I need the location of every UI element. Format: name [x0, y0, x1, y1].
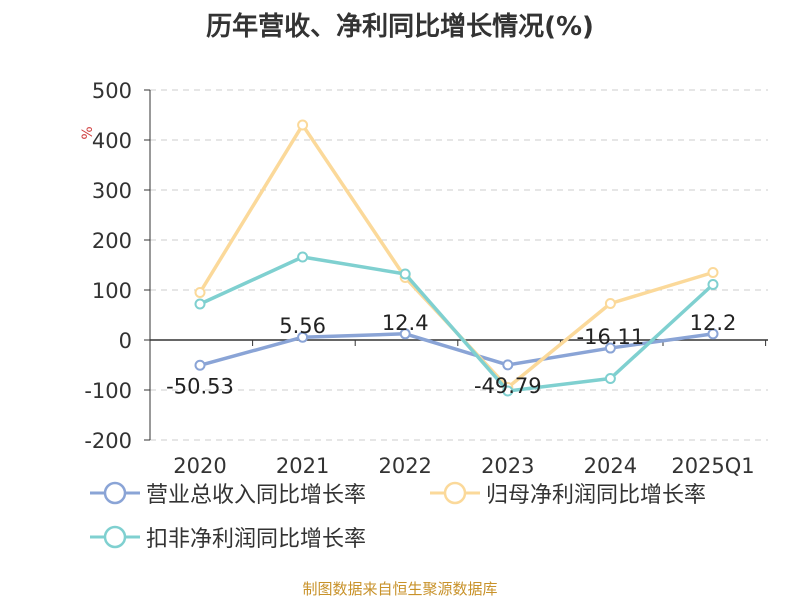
data-point: [707, 279, 719, 290]
x-tick-label: 2021: [276, 454, 329, 478]
data-label: -50.53: [166, 374, 234, 398]
x-tick-label: 2022: [378, 454, 431, 478]
legend-marker-icon: [90, 525, 140, 549]
x-tick-label: 2020: [173, 454, 226, 478]
data-point: [502, 359, 514, 371]
legend-item[interactable]: 归母净利润同比增长率: [430, 478, 706, 508]
chart-title: 历年营收、净利同比增长情况(%): [206, 12, 594, 42]
y-tick-label: -100: [84, 379, 132, 403]
data-point: [604, 298, 616, 309]
x-tick-label: 2023: [481, 454, 534, 478]
source-note: 制图数据来自恒生聚源数据库: [302, 580, 498, 598]
data-point: [707, 328, 719, 340]
y-tick-label: 200: [92, 229, 132, 253]
data-point: [399, 268, 411, 280]
legend-marker-icon: [90, 481, 140, 505]
series-lines: [194, 119, 719, 397]
y-tick-label: -200: [84, 429, 132, 453]
data-label: -16.11: [577, 325, 645, 349]
data-label: -49.79: [474, 374, 542, 398]
data-point: [194, 298, 206, 310]
y-tick-label: 300: [92, 179, 132, 203]
data-point: [297, 251, 309, 263]
x-tick-label: 2024: [584, 454, 637, 478]
data-point: [399, 328, 411, 340]
grid-lines: [150, 89, 768, 441]
legend-item[interactable]: 扣非净利润同比增长率: [90, 522, 366, 552]
y-tick-label: 100: [92, 279, 132, 303]
data-point: [194, 359, 206, 371]
legend-label: 扣非净利润同比增长率: [146, 527, 367, 552]
data-point: [194, 287, 206, 298]
y-tick-label: 500: [92, 79, 132, 103]
data-label: 5.56: [279, 314, 326, 338]
y-tick-label: 0: [119, 329, 132, 353]
series-line: [199, 255, 715, 393]
axes: 500 400 300 200 100 0 -100 -200 2020 2021 2022 2023…: [80, 79, 768, 478]
y-axis-label: %: [80, 126, 96, 139]
legend-label: 营业总收入同比增长率: [146, 483, 367, 508]
legend-marker-icon: [430, 481, 480, 505]
series-line: [199, 332, 714, 367]
data-point: [502, 385, 514, 397]
y-tick-label: 400: [92, 129, 132, 153]
legend-label: 归母净利润同比增长率: [486, 483, 707, 508]
data-point: [604, 373, 616, 384]
x-tick-label: 2025Q1: [671, 454, 754, 478]
data-point: [604, 342, 616, 354]
data-point: [297, 119, 309, 131]
data-point: [707, 267, 719, 278]
data-label: 12.2: [690, 311, 737, 335]
legend-item[interactable]: 营业总收入同比增长率: [90, 478, 366, 508]
data-point: [297, 331, 309, 343]
data-labels: -50.53 5.56 12.4 -49.79 -16.11 12.2: [166, 311, 736, 398]
data-label: 12.4: [382, 311, 429, 335]
